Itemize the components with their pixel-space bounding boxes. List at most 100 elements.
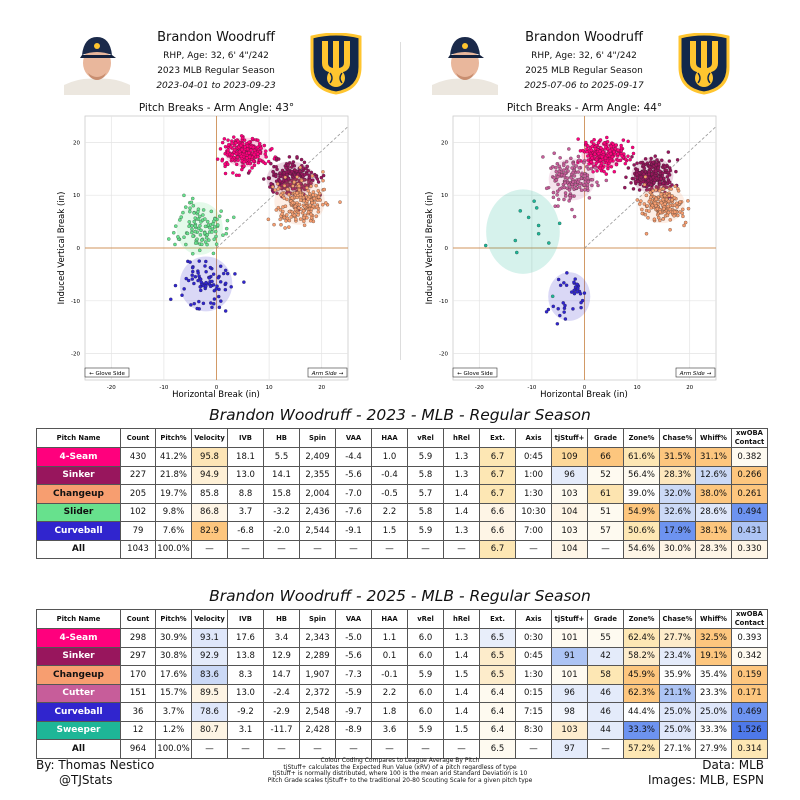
pitch-point-4-seam [220,158,224,163]
stat-cell: 1,907 [299,665,336,685]
pitch-point-cutter [604,178,609,183]
pitch-point-changeup [290,201,295,205]
pitch-point-slider [176,235,180,239]
pitch-point-sinker [668,168,673,173]
pitch-point-changeup [298,192,303,197]
pitch-point-curveball [576,286,580,291]
pitch-point-cutter [555,193,559,197]
stat-cell: 57.2% [623,739,660,759]
pitch-point-sinker [298,169,302,173]
pitch-point-curveball [218,280,223,284]
pitch-point-cutter [565,176,570,180]
pitch-point-sweeper [557,221,562,226]
stat-cell: -6.8 [227,521,264,541]
grid-lines [85,116,349,380]
stat-cell: 61.6% [623,447,660,467]
pitch-point-slider [210,230,214,234]
pitch-point-sinker [637,188,642,192]
pitch-point-4-seam [626,139,630,144]
table-row: Curveball 36 3.7% 78.6 -9.2 -2.9 2,548 -9.7 1.8 6… [36,702,768,722]
stat-cell: 54.9% [623,502,660,522]
pitch-point-slider [219,209,223,213]
right-player-name: Brandon Woodruff [525,30,643,45]
stat-cell: -5.0 [335,628,372,648]
pitch-point-changeup [647,199,651,204]
pitch-point-4-seam [608,148,612,153]
pitch-point-changeup [266,217,271,222]
stat-cell: 1.4 [443,502,480,522]
stat-cell: 66 [587,447,624,467]
table-row: Changeup 205 19.7% 85.8 8.8 15.8 2,004 -7.0 -0.5… [36,484,768,504]
pitch-point-sinker [657,162,661,166]
pitch-type-cell: Sinker [36,646,121,666]
pitch-point-changeup [676,213,680,218]
pitch-point-cutter [558,156,562,160]
pitch-point-changeup [645,204,650,208]
pitch-point-4-seam [240,147,244,152]
pitch-point-sinker [271,169,275,174]
stat-cell: 205 [120,484,156,504]
pitch-point-slider [211,251,216,256]
stat-cell: -0.4 [371,465,408,485]
stat-cell: 964 [120,739,156,759]
pitch-point-sinker [291,160,296,164]
pitch-point-cutter [576,170,581,174]
pitch-point-cutter [577,185,582,189]
stat-cell: — [515,739,552,759]
pitch-point-sinker [269,161,273,166]
stat-cell: 38.1% [695,521,732,541]
stat-cell: 7:00 [515,521,552,541]
pitch-point-4-seam [618,158,623,163]
column-header: hRel [443,428,480,448]
stat-cell: 1.4 [443,702,480,722]
table-row: 4-Seam 430 41.2% 95.8 18.1 5.5 2,409 -4.4 1.0 5.9… [36,447,768,467]
pitch-point-cutter [585,176,590,180]
stat-cell: — [443,739,480,759]
pitch-point-sinker [284,166,288,170]
pitch-point-curveball [575,282,579,286]
column-header: xwOBA Contact [731,609,768,629]
stat-cell: 227 [120,465,156,485]
pitch-point-sinker [639,175,644,179]
pitch-point-4-seam [608,159,613,163]
stat-cell: 28.3% [659,465,696,485]
pitch-point-curveball [564,283,569,288]
pitch-point-cutter [555,161,560,166]
pitch-point-sinker [305,164,310,169]
stat-cell: — [587,539,624,559]
pitch-point-slider [182,193,186,198]
stat-cell: 0.342 [731,646,768,666]
stat-cell: 25.0% [659,702,696,722]
pitch-point-sinker [262,177,266,181]
pitch-point-curveball [565,271,569,275]
pitch-point-changeup [290,196,295,200]
pitch-point-4-seam [239,143,243,148]
pitch-point-changeup [668,228,672,232]
pitch-point-cutter [567,147,571,151]
stat-cell: 14.1 [263,465,300,485]
stat-cell: 6.5 [479,739,516,759]
pitch-point-4-seam [234,152,239,156]
pitch-point-slider [193,229,197,234]
pitch-point-4-seam [220,140,225,145]
pitch-point-4-seam [598,166,602,171]
pitch-point-changeup [663,193,667,198]
pitch-point-changeup [666,199,671,204]
pitch-point-changeup [314,214,319,218]
pitch-point-slider [196,210,200,214]
y-tick-label: -20 [71,352,80,358]
pitch-point-changeup [649,195,653,199]
pitch-point-changeup [283,204,288,208]
stat-cell: 1.3 [443,465,480,485]
pitch-point-slider [173,242,177,247]
pitch-point-cutter [587,196,592,200]
pitch-point-sinker [287,155,292,159]
pitch-point-sweeper [536,223,541,228]
pitch-point-sinker [303,183,308,187]
pitch-point-changeup [637,202,642,206]
stat-cell: 85.8 [191,484,228,504]
pitch-point-changeup [282,196,286,200]
pitch-point-slider [198,248,202,253]
pitch-point-curveball [204,280,208,285]
pitch-point-4-seam [593,146,598,151]
